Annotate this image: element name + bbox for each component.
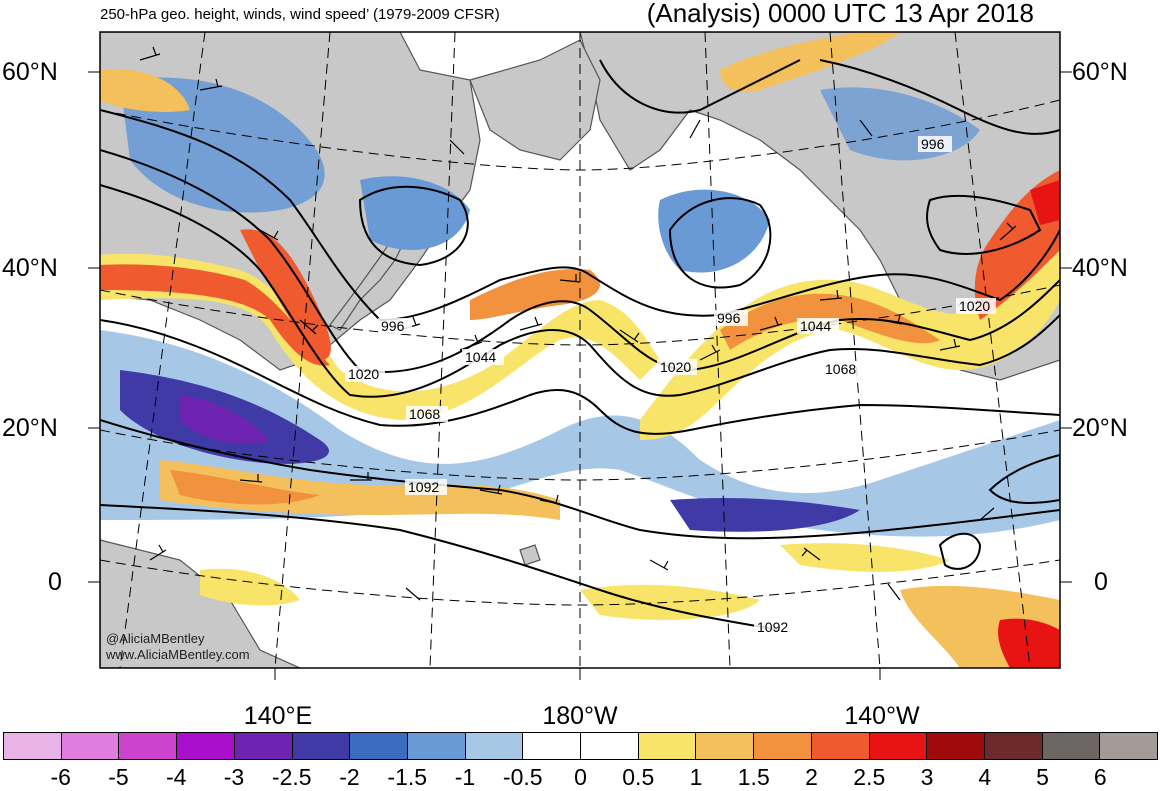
colorbar-swatch bbox=[869, 733, 928, 759]
land-siberia-east bbox=[469, 39, 601, 161]
jet-band-south bbox=[160, 460, 560, 520]
graticule bbox=[100, 32, 1060, 668]
lat-label-20n-left: 20°N bbox=[2, 414, 58, 442]
colorbar-tick-label: -3 bbox=[223, 764, 245, 790]
colorbar-swatch bbox=[1042, 733, 1101, 759]
contour-label-1044-e: 1044 bbox=[800, 318, 831, 334]
colorbar-swatch bbox=[927, 733, 985, 759]
colorbar-swatch bbox=[234, 733, 293, 759]
colorbar-swatch bbox=[581, 733, 639, 759]
colorbar-tick-label: -4 bbox=[166, 764, 187, 790]
colorbar-tick-label: 3 bbox=[920, 764, 934, 790]
colorbar-swatch bbox=[61, 733, 120, 759]
colorbar-tick-label: 5 bbox=[1036, 764, 1049, 790]
colorbar-swatch bbox=[350, 733, 408, 759]
jet-core-east bbox=[720, 293, 940, 350]
colorbar-swatch bbox=[754, 733, 812, 759]
colorbar-swatch bbox=[984, 733, 1043, 759]
colorbar-tick-label: -5 bbox=[108, 764, 129, 790]
negative-anomaly-aleutian bbox=[360, 176, 470, 250]
contour-label-996-ne: 996 bbox=[921, 136, 945, 152]
jet-core-central bbox=[470, 269, 600, 320]
tick-marks bbox=[88, 71, 1072, 680]
colorbar-tick-label: 2 bbox=[805, 764, 818, 790]
map-subtitle: 250-hPa geo. height, winds, wind speed’ … bbox=[100, 6, 500, 23]
colorbar-tick-label: 2.5 bbox=[853, 764, 886, 790]
contour-label-996-e: 996 bbox=[717, 310, 741, 326]
lon-label-140w: 140°W bbox=[844, 702, 920, 730]
colorbar-swatch bbox=[696, 733, 755, 759]
colorbar-tick-label: -2.5 bbox=[271, 764, 312, 790]
land-pacific-islands bbox=[519, 544, 541, 566]
contour-label-1020-ne: 1020 bbox=[959, 298, 990, 314]
anomaly-tropics-west bbox=[200, 568, 300, 606]
contour-label-1020-w: 1020 bbox=[348, 366, 379, 382]
lat-label-40n-left: 40°N bbox=[2, 254, 58, 282]
colorbar-swatch bbox=[811, 733, 870, 759]
lon-label-140e: 140°E bbox=[243, 702, 313, 730]
colorbar-swatch bbox=[177, 733, 235, 759]
colorbar-tick-label: 4 bbox=[978, 764, 992, 790]
lat-label-equator-left: 0 bbox=[48, 568, 62, 596]
lat-label-60n-left: 60°N bbox=[2, 58, 58, 86]
lat-label-60n-right: 60°N bbox=[1072, 58, 1128, 86]
negative-anomaly-peak bbox=[180, 395, 270, 444]
contour-value-labels: 996 996 996 1020 1020 1020 1044 1044 106… bbox=[345, 136, 996, 635]
contour-label-1092-s: 1092 bbox=[757, 619, 788, 635]
anomaly-southeast-core bbox=[998, 618, 1060, 668]
contour-label-1020-e: 1020 bbox=[660, 359, 691, 375]
colorbar-tick-label: -6 bbox=[50, 764, 71, 790]
colorbar-tick-label: 0.5 bbox=[622, 764, 655, 790]
map-title: (Analysis) 0000 UTC 13 Apr 2018 bbox=[646, 0, 1034, 28]
contour-label-996-w: 996 bbox=[381, 318, 405, 334]
credit-handle: @AliciaMBentley bbox=[106, 631, 205, 646]
land-indonesia bbox=[100, 539, 301, 668]
contour-label-1092-w: 1092 bbox=[408, 479, 439, 495]
contour-label-1068-w: 1068 bbox=[409, 406, 440, 422]
weather-map: 996 996 996 1020 1020 1020 1044 1044 106… bbox=[88, 31, 1072, 680]
colorbar bbox=[3, 732, 1158, 760]
lat-label-equator-right: 0 bbox=[1094, 568, 1108, 596]
height-contours bbox=[100, 59, 1060, 631]
jet-core-south bbox=[170, 470, 320, 505]
colorbar-tick-label: -1 bbox=[454, 764, 476, 790]
wind-barbs bbox=[139, 46, 1017, 601]
lon-label-180w: 180°W bbox=[542, 702, 618, 730]
colorbar-tick-label: -1.5 bbox=[387, 764, 428, 790]
colorbar-swatch bbox=[292, 733, 351, 759]
colorbar-swatch bbox=[1100, 733, 1158, 759]
colorbar-tick-label: 6 bbox=[1093, 764, 1107, 790]
contour-label-1068-e: 1068 bbox=[825, 361, 856, 377]
colorbar-tick-label: 0 bbox=[574, 764, 587, 790]
jet-core-west bbox=[100, 264, 330, 366]
credit-website: www.AliciaMBentley.com bbox=[106, 647, 250, 662]
anomaly-tropics-east-band bbox=[780, 543, 950, 572]
anomaly-tropics-east bbox=[580, 584, 760, 620]
colorbar-swatch bbox=[638, 733, 697, 759]
colorbar-tick-label: -0.5 bbox=[502, 764, 543, 790]
colorbar-tick-label: -2 bbox=[339, 764, 360, 790]
colorbar-swatch bbox=[407, 733, 466, 759]
contour-label-1044-w: 1044 bbox=[465, 349, 496, 365]
lat-label-20n-right: 20°N bbox=[1072, 414, 1128, 442]
negative-anomaly-gulf bbox=[658, 189, 770, 273]
anomaly-north-west bbox=[100, 69, 190, 112]
negative-anomaly-east bbox=[670, 498, 860, 532]
colorbar-swatch bbox=[523, 733, 582, 759]
jet-peak-na bbox=[1030, 180, 1060, 225]
colorbar-swatch bbox=[465, 733, 524, 759]
colorbar-tick-label: 1 bbox=[689, 764, 703, 790]
colorbar-swatch bbox=[4, 733, 62, 759]
colorbar-swatch bbox=[119, 733, 178, 759]
colorbar-tick-label: 1.5 bbox=[737, 764, 770, 790]
lat-label-40n-right: 40°N bbox=[1072, 254, 1128, 282]
